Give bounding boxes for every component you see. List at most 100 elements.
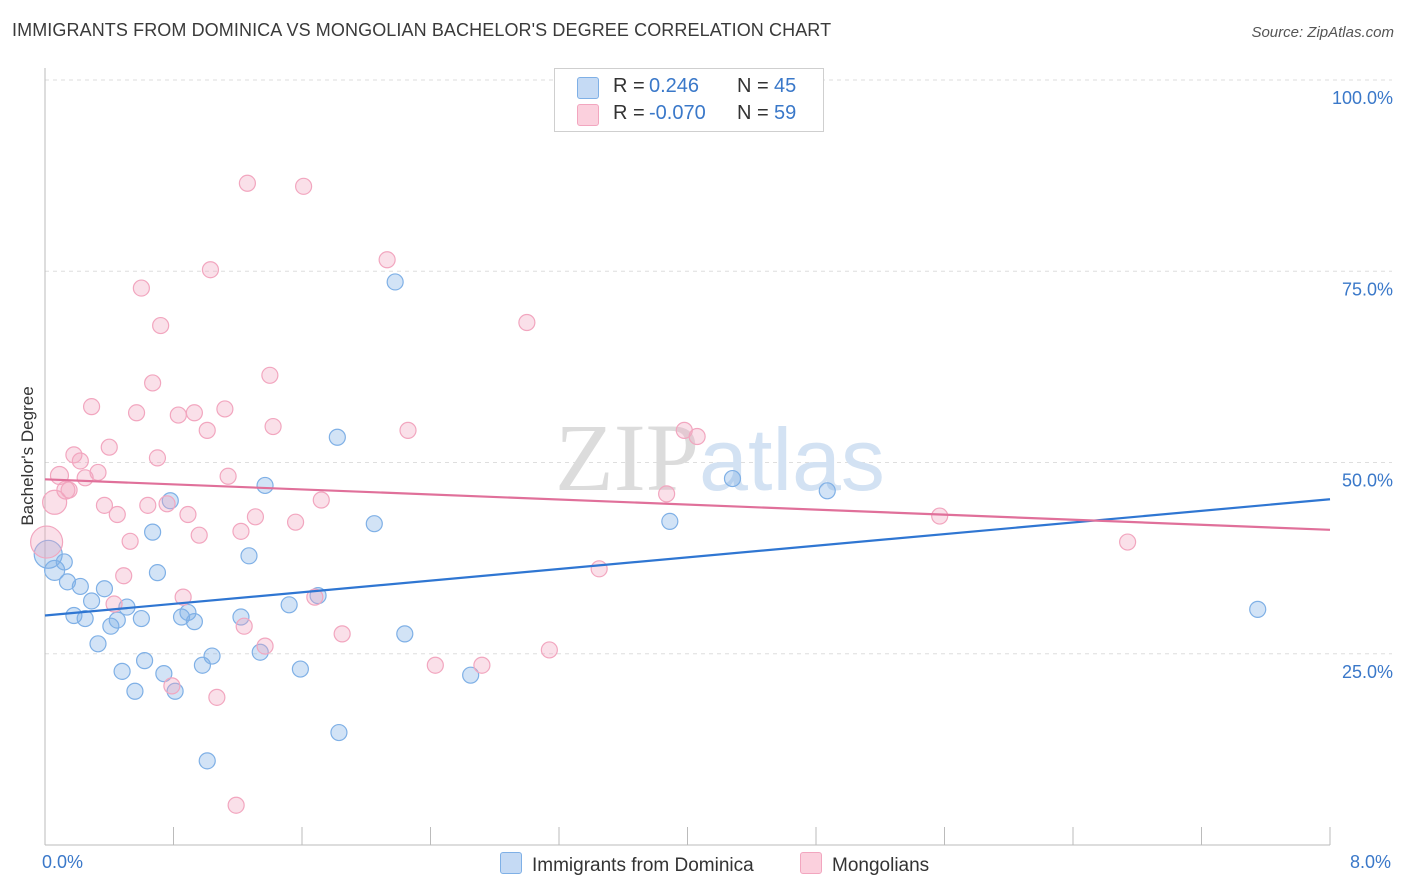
point-mongolians [144,374,162,392]
point-mongolians [426,656,444,674]
axes [44,68,1331,846]
point-mongolians [1119,533,1137,551]
point-mongolians [71,452,89,470]
point-mongolians [65,446,83,464]
point-mongolians [590,560,608,578]
point-mongolians [208,688,226,706]
point-mongolians [158,495,176,513]
y-tick-label: 25.0% [1342,662,1393,682]
point-mongolians [306,588,324,606]
point-dominica [240,547,258,565]
point-dominica [185,613,203,631]
point-mongolians [518,313,536,332]
point-mongolians [198,421,216,439]
point-mongolians [95,496,114,514]
point-dominica [102,617,120,635]
legend-r-value: 0.246 [649,75,700,97]
point-mongolians [174,588,192,606]
trend-lines [44,478,1331,617]
point-mongolians [931,507,949,525]
legend-r-label: R = [613,102,645,124]
point-mongolians [30,525,64,559]
point-dominica [198,752,216,770]
point-dominica [55,553,73,571]
point-dominica [155,665,173,683]
point-dominica [291,660,309,678]
point-dominica [386,273,404,291]
point-mongolians [179,505,197,524]
grid-lines [45,79,1392,655]
chart-title: IMMIGRANTS FROM DOMINICA VS MONGOLIAN BA… [12,20,832,40]
stats-legend: R = 0.246 N = 45 R = -0.070 N = 59 [554,68,824,132]
y-tick-label: 75.0% [1342,279,1393,299]
legend-swatch-dominica [500,852,522,874]
point-mongolians [100,438,118,456]
point-dominica [818,482,836,500]
point-mongolians [295,177,313,195]
point-dominica [161,492,179,510]
point-mongolians [60,481,78,499]
point-mongolians [82,398,101,416]
point-dominica [328,428,346,446]
point-dominica [108,611,126,629]
x-axis-max-label: 8.0% [1350,852,1392,872]
point-mongolians [201,261,220,279]
point-mongolians [246,508,265,526]
point-mongolians [169,406,187,424]
point-dominica [135,652,154,670]
point-mongolians [89,463,107,482]
y-tick-labels: 25.0% 50.0% 75.0% 100.0% [1332,88,1393,682]
point-dominica [232,608,250,626]
point-dominica [82,592,101,610]
point-dominica [132,609,150,628]
point-dominica [126,682,144,700]
y-tick-label: 50.0% [1342,471,1393,491]
point-mongolians [121,532,139,550]
point-dominica [462,666,480,684]
legend-label-dominica: Immigrants from Dominica [532,855,754,876]
legend-n-value: 45 [774,75,797,97]
point-dominica [148,564,167,582]
legend-swatch-dominica [577,77,599,99]
data-points [30,174,1267,814]
point-mongolians [163,677,181,695]
point-mongolians [540,641,558,659]
point-mongolians [132,279,150,297]
legend-label-mongolians: Mongolians [832,855,930,876]
point-mongolians [264,417,282,436]
point-dominica [256,476,274,495]
x-axis-min-label: 0.0% [42,852,84,872]
point-dominica [396,625,414,643]
point-dominica [144,523,162,541]
point-mongolians [235,617,253,635]
legend-n-label: N = [737,102,769,124]
point-mongolians [232,522,250,540]
point-mongolians [473,656,491,674]
point-mongolians [378,251,396,269]
point-mongolians [227,796,245,814]
source-label: Source: ZipAtlas.com [1251,24,1394,41]
point-mongolians [216,400,234,418]
point-mongolians [127,404,146,422]
point-mongolians [238,174,256,192]
point-dominica [1249,600,1267,618]
point-mongolians [219,467,237,485]
point-mongolians [115,567,133,585]
point-dominica [365,515,383,533]
y-tick-label: 100.0% [1332,88,1393,108]
point-dominica [280,596,298,614]
point-mongolians [312,491,330,509]
point-mongolians [185,404,203,422]
bottom-legend-mongolians: Mongolians [800,852,929,877]
point-mongolians [261,366,279,384]
point-dominica [71,577,89,596]
point-mongolians [688,427,706,446]
legend-swatch-mongolians [800,852,822,874]
legend-n-label: N = [737,75,769,97]
point-dominica [76,609,94,628]
legend-n-value: 59 [774,102,797,124]
point-mongolians [190,526,208,544]
point-dominica [723,469,742,488]
point-dominica [203,647,221,665]
